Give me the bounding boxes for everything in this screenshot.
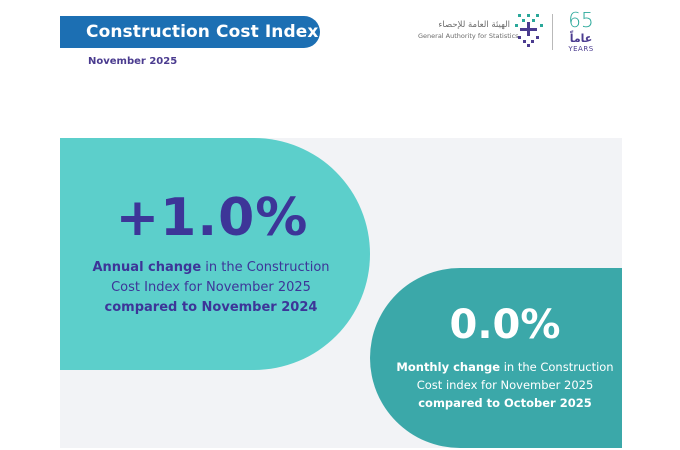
report-date: November 2025 — [88, 56, 178, 67]
org-name-arabic: الهيئة العامة للإحصاء — [438, 20, 510, 30]
star-pattern-icon — [515, 14, 543, 47]
annual-change-label: Annual change — [92, 260, 202, 275]
organization-logo: الهيئة العامة للإحصاء General Authority … — [418, 8, 608, 54]
annual-change-value: +1.0% — [115, 188, 309, 248]
monthly-change-value: 0.0% — [449, 302, 561, 348]
logo-divider — [552, 14, 553, 50]
anniversary-number: 65 — [568, 8, 594, 32]
page-title: Construction Cost Index — [86, 22, 319, 42]
monthly-change-shape — [370, 268, 622, 448]
title-bar: Construction Cost Index — [60, 16, 320, 48]
monthly-change-description: Monthly change in the Construction Cost … — [385, 358, 625, 412]
annual-change-label-rest: in the Construction Cost Index for Novem… — [111, 260, 330, 295]
annual-change-description: Annual change in the Construction Cost I… — [78, 258, 344, 318]
annual-change-shape — [60, 138, 370, 370]
org-name-english: General Authority for Statistics — [418, 32, 519, 40]
annual-change-comparison: compared to November 2024 — [104, 300, 318, 315]
monthly-change-label-rest: in the Construction Cost index for Novem… — [416, 360, 614, 392]
anniversary-english: YEARS — [568, 45, 594, 53]
anniversary-arabic: عاماً — [569, 32, 593, 45]
monthly-change-comparison: compared to October 2025 — [418, 396, 592, 410]
monthly-change-label: Monthly change — [396, 360, 501, 374]
